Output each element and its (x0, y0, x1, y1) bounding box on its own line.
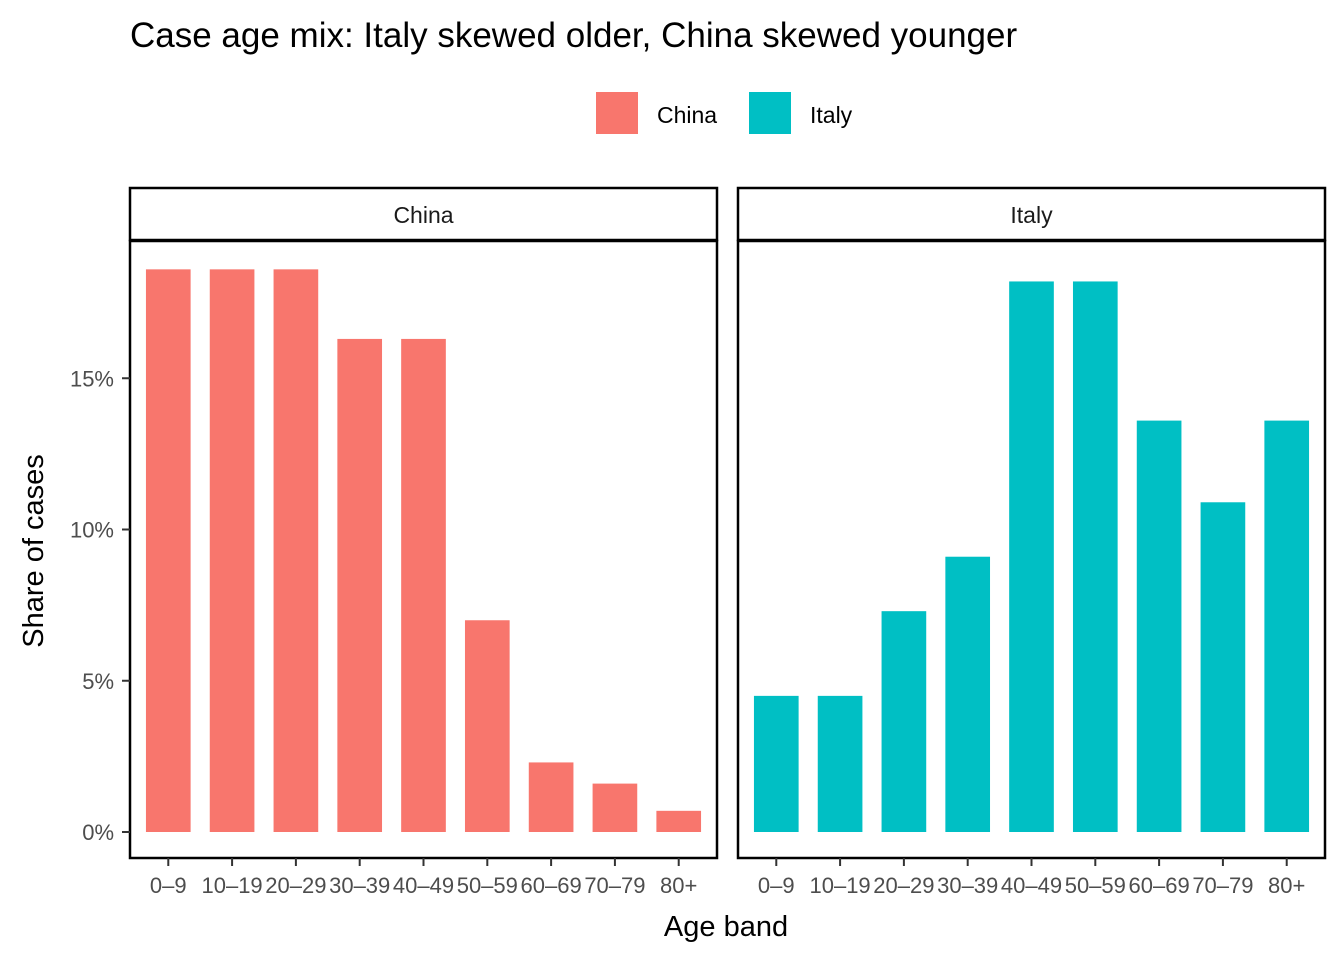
strip-china (128, 186, 719, 242)
legend-key-china (596, 92, 638, 134)
x-tick-label-italy-1: 0–9 (758, 873, 795, 898)
bar-italy-3 (881, 611, 927, 832)
x-tick-label-china-2: 10–19 (201, 873, 262, 898)
x-tick-label-china-6: 50–59 (457, 873, 518, 898)
legend: China Italy (596, 92, 853, 134)
x-tick-label-italy-3: 20–29 (873, 873, 934, 898)
strip-italy (736, 186, 1327, 242)
y-tick-label-1: 0% (82, 820, 114, 845)
x-tick-label-china-5: 40–49 (393, 873, 454, 898)
bar-china-6 (464, 620, 510, 832)
x-tick-label-china-4: 30–39 (329, 873, 390, 898)
x-tick-label-china-9: 80+ (660, 873, 697, 898)
x-tick-label-italy-9: 80+ (1268, 873, 1305, 898)
bar-italy-5 (1009, 281, 1054, 832)
bar-china-7 (528, 762, 574, 832)
bar-china-1 (145, 269, 191, 833)
bar-italy-6 (1072, 281, 1118, 832)
bar-italy-2 (817, 695, 863, 832)
strip-label-italy: Italy (1010, 202, 1053, 228)
y-tick-label-4: 15% (70, 366, 114, 391)
x-tick-label-china-8: 70–79 (584, 873, 645, 898)
bar-italy-1 (753, 695, 799, 832)
legend-label-italy: Italy (810, 102, 853, 128)
bar-china-3 (273, 269, 319, 833)
x-tick-label-italy-8: 70–79 (1192, 873, 1253, 898)
x-tick-label-italy-7: 60–69 (1129, 873, 1190, 898)
y-axis-title: Share of cases (18, 454, 50, 647)
bar-italy-8 (1200, 502, 1246, 832)
bar-italy-4 (945, 556, 991, 832)
legend-label-china: China (657, 102, 717, 128)
bar-china-8 (592, 783, 638, 832)
bar-china-9 (656, 810, 702, 832)
x-tick-label-italy-6: 50–59 (1065, 873, 1126, 898)
bar-italy-9 (1264, 420, 1310, 832)
x-tick-label-china-1: 0–9 (150, 873, 187, 898)
x-axis-title: Age band (664, 911, 788, 943)
y-tick-label-3: 10% (70, 518, 114, 543)
x-tick-label-italy-2: 10–19 (809, 873, 870, 898)
x-tick-label-china-3: 20–29 (265, 873, 326, 898)
x-tick-label-china-7: 60–69 (521, 873, 582, 898)
bar-italy-7 (1136, 420, 1182, 832)
bar-china-4 (337, 338, 383, 832)
legend-key-italy (749, 92, 791, 134)
bar-china-2 (209, 269, 255, 833)
x-tick-label-italy-4: 30–39 (937, 873, 998, 898)
x-tick-label-italy-5: 40–49 (1001, 873, 1062, 898)
y-tick-label-2: 5% (82, 669, 114, 694)
chart-title: Case age mix: Italy skewed older, China … (130, 16, 1017, 55)
strip-label-china: China (393, 202, 453, 228)
bar-china-5 (401, 338, 446, 832)
